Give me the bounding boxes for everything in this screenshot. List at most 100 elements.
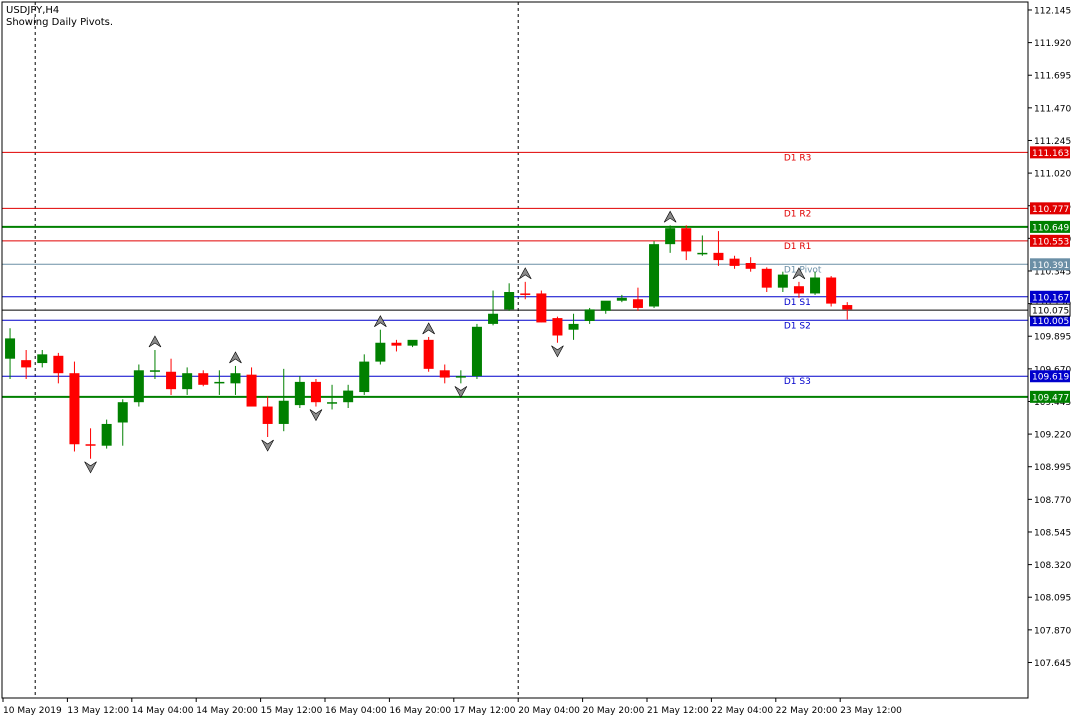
candle[interactable] xyxy=(5,328,16,379)
candle[interactable] xyxy=(246,367,257,407)
x-tick-label: 14 May 20:00 xyxy=(196,706,258,716)
candle[interactable] xyxy=(697,235,708,256)
candle[interactable] xyxy=(166,358,177,395)
candle[interactable] xyxy=(471,323,482,379)
candle[interactable] xyxy=(793,281,804,298)
candle[interactable] xyxy=(520,281,531,300)
candle-body xyxy=(826,277,837,304)
candle-body xyxy=(262,406,273,424)
candle-body xyxy=(343,390,354,403)
pivot-line-label: D1 S2 xyxy=(784,321,811,331)
candle-body xyxy=(85,444,96,446)
candle-body xyxy=(616,297,627,301)
candle[interactable] xyxy=(407,339,418,348)
fractal-down-icon xyxy=(454,386,468,398)
subtitle-label: Showing Daily Pivots. xyxy=(6,17,113,28)
candle[interactable] xyxy=(21,350,32,379)
x-tick-label: 16 May 04:00 xyxy=(325,706,387,716)
y-tick-label: 107.645 xyxy=(1034,659,1071,669)
candle[interactable] xyxy=(69,361,80,452)
candle[interactable] xyxy=(584,307,595,324)
candle[interactable] xyxy=(37,350,48,368)
price-tag-label: 110.649 xyxy=(1032,223,1069,233)
fractal-down-icon xyxy=(84,461,97,474)
candle[interactable] xyxy=(810,271,821,295)
price-tag-bg xyxy=(1030,202,1070,215)
candle-body xyxy=(471,326,482,377)
candle[interactable] xyxy=(713,231,724,266)
candle[interactable] xyxy=(826,276,837,307)
candle[interactable] xyxy=(182,367,193,395)
candle[interactable] xyxy=(777,271,788,292)
x-tick-label: 20 May 04:00 xyxy=(518,706,580,716)
candle-body xyxy=(149,370,160,372)
candle[interactable] xyxy=(488,290,499,326)
x-tick-label: 23 May 12:00 xyxy=(840,706,902,716)
candle[interactable] xyxy=(632,287,643,311)
candle[interactable] xyxy=(552,316,563,343)
candle[interactable] xyxy=(230,365,241,395)
candle-body xyxy=(37,354,48,364)
candle-body xyxy=(488,313,499,324)
candle[interactable] xyxy=(745,257,756,272)
candle[interactable] xyxy=(616,294,627,303)
candle-body xyxy=(101,423,112,446)
candle[interactable] xyxy=(53,352,64,384)
candle[interactable] xyxy=(536,290,547,323)
y-tick-label: 111.020 xyxy=(1034,170,1071,180)
candle[interactable] xyxy=(343,384,354,408)
candle-body xyxy=(294,381,305,406)
x-tick-label: 17 May 12:00 xyxy=(454,706,516,716)
candle-body xyxy=(21,360,32,368)
candle[interactable] xyxy=(310,379,321,407)
candle[interactable] xyxy=(842,302,853,320)
y-tick-label: 108.995 xyxy=(1034,463,1071,473)
candle[interactable] xyxy=(665,225,676,253)
candle[interactable] xyxy=(649,241,660,308)
candle-body xyxy=(5,338,16,359)
candle[interactable] xyxy=(423,336,434,372)
candle[interactable] xyxy=(294,376,305,408)
candle[interactable] xyxy=(375,329,386,365)
candle-body xyxy=(359,361,370,393)
candle-body xyxy=(230,373,241,384)
candle[interactable] xyxy=(568,313,579,340)
x-tick-label: 15 May 12:00 xyxy=(261,706,323,716)
candle[interactable] xyxy=(278,368,289,432)
candle[interactable] xyxy=(761,267,772,292)
candle[interactable] xyxy=(85,428,96,459)
candle[interactable] xyxy=(149,350,160,379)
candle[interactable] xyxy=(359,354,370,395)
candle-body xyxy=(278,400,289,424)
candle[interactable] xyxy=(133,364,144,407)
candle-body xyxy=(665,228,676,245)
candle-body xyxy=(53,355,64,374)
fractal-up-icon xyxy=(792,267,806,280)
candle[interactable] xyxy=(439,364,450,384)
candle[interactable] xyxy=(600,300,611,314)
candle[interactable] xyxy=(327,384,338,410)
candle[interactable] xyxy=(504,283,515,311)
candle[interactable] xyxy=(117,399,128,446)
candle-body xyxy=(166,371,177,390)
candle[interactable] xyxy=(455,370,466,384)
candle[interactable] xyxy=(729,255,740,269)
y-tick-label: 111.920 xyxy=(1034,39,1071,49)
x-tick-label: 14 May 04:00 xyxy=(132,706,194,716)
price-tag-label: 110.553 xyxy=(1032,237,1069,247)
candle[interactable] xyxy=(198,370,209,387)
candle[interactable] xyxy=(214,370,225,395)
pivot-line-label: D1 R3 xyxy=(784,153,812,163)
price-tag-bg xyxy=(1030,314,1070,327)
candle[interactable] xyxy=(681,225,692,261)
candle-body xyxy=(133,370,144,403)
candle-body xyxy=(455,376,466,378)
y-tick-label: 108.545 xyxy=(1034,528,1071,538)
candle-body xyxy=(327,402,338,404)
candle[interactable] xyxy=(391,339,402,352)
candle-body xyxy=(681,228,692,252)
candle[interactable] xyxy=(101,419,112,449)
candle[interactable] xyxy=(262,396,273,437)
